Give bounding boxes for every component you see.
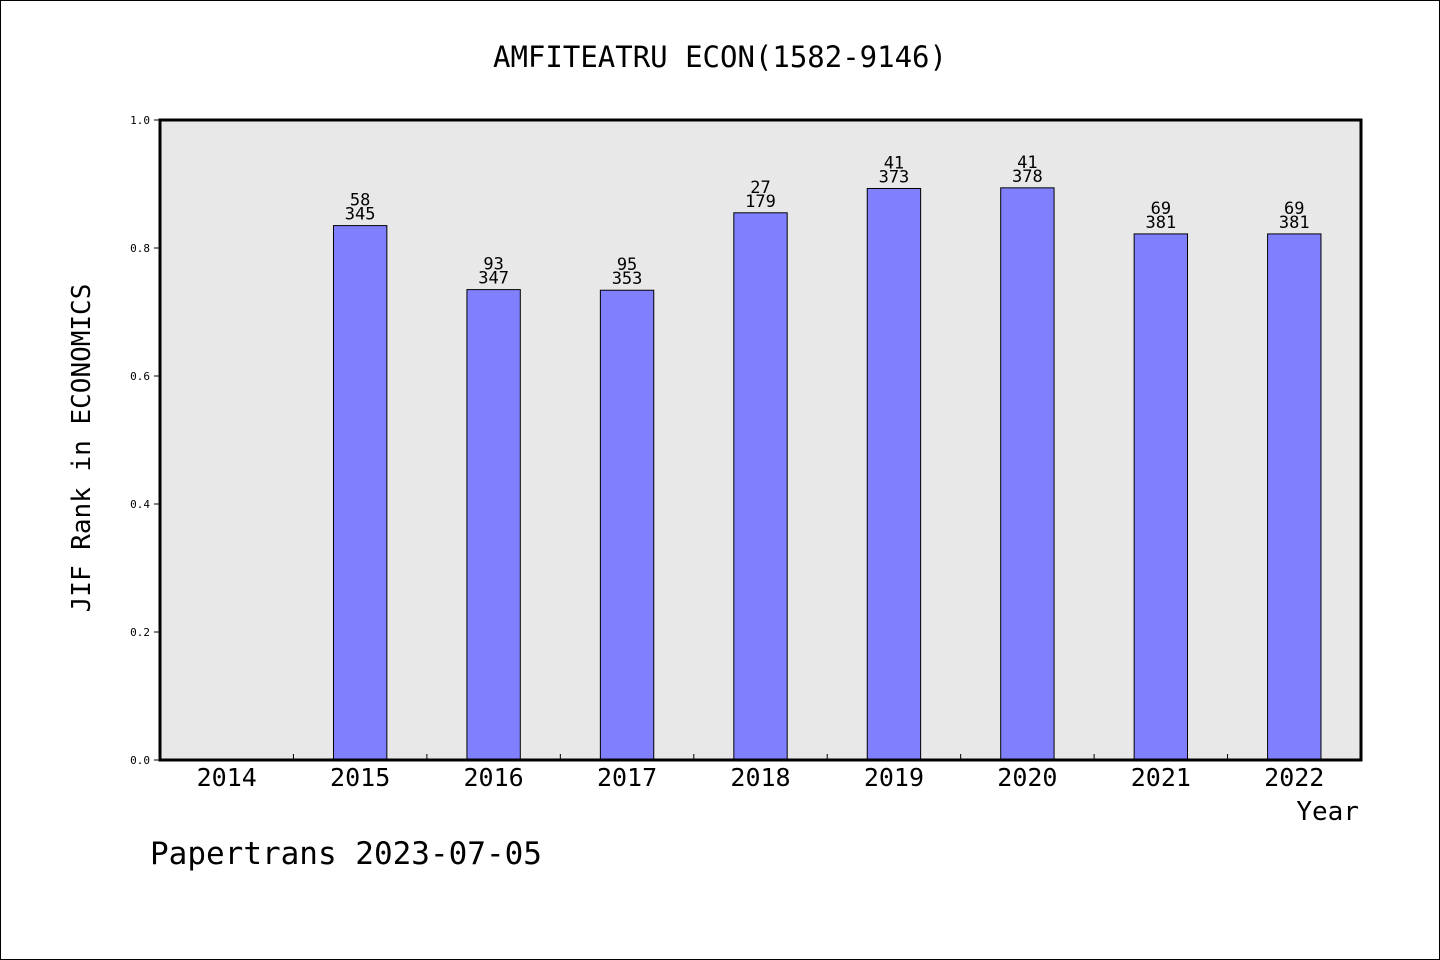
- bar-2020: [1000, 187, 1055, 761]
- x-tick-label-2021: 2021: [1131, 763, 1191, 792]
- bar-2015: [332, 225, 388, 761]
- bar-2022: [1267, 233, 1322, 761]
- x-tick-label-2018: 2018: [730, 763, 790, 792]
- total-label-2019: 373: [879, 167, 910, 187]
- bar-2021: [1133, 233, 1189, 761]
- total-label-2020: 378: [1012, 167, 1043, 187]
- y-axis-label: JIF Rank in ECONOMICS: [67, 284, 97, 613]
- x-tick-label-2020: 2020: [997, 763, 1057, 792]
- x-axis-ticks: 2014 2015 2016 2017 2018 2019 2020 2021 2022: [197, 754, 1324, 792]
- y-tick-label: 0.6: [130, 370, 150, 383]
- total-label-2015: 345: [345, 205, 376, 225]
- rank-label-2015: 58: [350, 191, 370, 211]
- bar-2019: [866, 187, 922, 761]
- total-label-2018: 179: [745, 192, 776, 212]
- chart-title: AMFITEATRU ECON(1582-9146): [493, 40, 947, 74]
- rank-label-2017: 95: [617, 255, 637, 275]
- rank-label-2018: 27: [750, 178, 770, 198]
- x-tick-label-2017: 2017: [597, 763, 657, 792]
- bar-2017: [599, 289, 655, 761]
- rank-label-2022: 69: [1284, 199, 1304, 219]
- x-axis-label: Year: [1296, 797, 1359, 827]
- x-tick-label-2014: 2014: [197, 763, 257, 792]
- x-tick-label-2019: 2019: [864, 763, 924, 792]
- y-tick-label: 1.0: [130, 114, 150, 127]
- total-label-2022: 381: [1279, 213, 1310, 233]
- y-tick-label: 0.0: [130, 754, 150, 767]
- y-tick-label: 0.2: [130, 626, 150, 639]
- rank-label-2020: 41: [1017, 153, 1037, 173]
- bar-2018: [733, 212, 788, 761]
- bars: [332, 187, 1322, 761]
- rank-label-2021: 69: [1151, 199, 1171, 219]
- total-label-2021: 381: [1145, 213, 1176, 233]
- x-tick-label-2016: 2016: [464, 763, 524, 792]
- rank-label-2016: 93: [483, 255, 503, 275]
- y-tick-label: 0.8: [130, 242, 150, 255]
- y-tick-label: 0.4: [130, 498, 150, 511]
- plot-border: [158, 118, 1363, 762]
- x-tick-label-2015: 2015: [330, 763, 390, 792]
- source-footer: Papertrans 2023-07-05: [150, 836, 542, 872]
- rank-label-2019: 41: [884, 153, 904, 173]
- bar-2016: [466, 289, 521, 761]
- total-label-2017: 353: [612, 269, 643, 289]
- y-axis-ticks: 0.0 0.2 0.4 0.6 0.8 1.0: [130, 114, 160, 767]
- x-tick-label-2022: 2022: [1264, 763, 1324, 792]
- total-label-2016: 347: [478, 269, 509, 289]
